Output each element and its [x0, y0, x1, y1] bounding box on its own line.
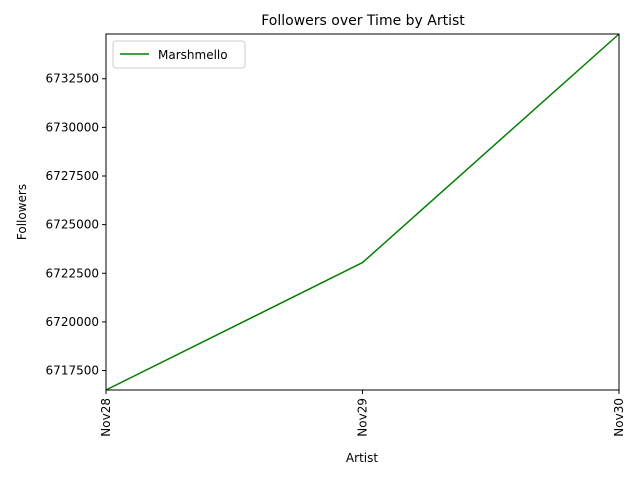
- series-line-0: [105, 33, 620, 391]
- plot-area-frame: [105, 33, 620, 391]
- y-tick-label: 6717500: [46, 364, 99, 378]
- y-tick-label: 6725000: [46, 218, 99, 232]
- chart-title: Followers over Time by Artist: [261, 13, 465, 29]
- x-tick-label: Nov28: [99, 398, 113, 437]
- y-axis-ticks: 6717500 6720000 6722500 6725000 6727500 67300…: [46, 72, 106, 378]
- x-axis-label: Artist: [346, 451, 378, 465]
- y-tick-label: 6722500: [46, 266, 99, 280]
- y-tick-label: 6720000: [46, 315, 99, 329]
- legend: Marshmello: [112, 40, 246, 69]
- x-axis-ticks: Nov28 Nov29 Nov30: [99, 390, 626, 437]
- y-tick-label: 6727500: [46, 169, 99, 183]
- x-tick-label: Nov29: [356, 398, 370, 437]
- series-layer: [105, 33, 620, 391]
- legend-box: [112, 40, 246, 69]
- y-axis-label: Followers: [15, 184, 29, 240]
- y-tick-label: 6732500: [46, 72, 99, 86]
- legend-series-label: Marshmello: [158, 48, 228, 62]
- y-tick-label: 6730000: [46, 120, 99, 134]
- x-tick-label: Nov30: [612, 398, 626, 437]
